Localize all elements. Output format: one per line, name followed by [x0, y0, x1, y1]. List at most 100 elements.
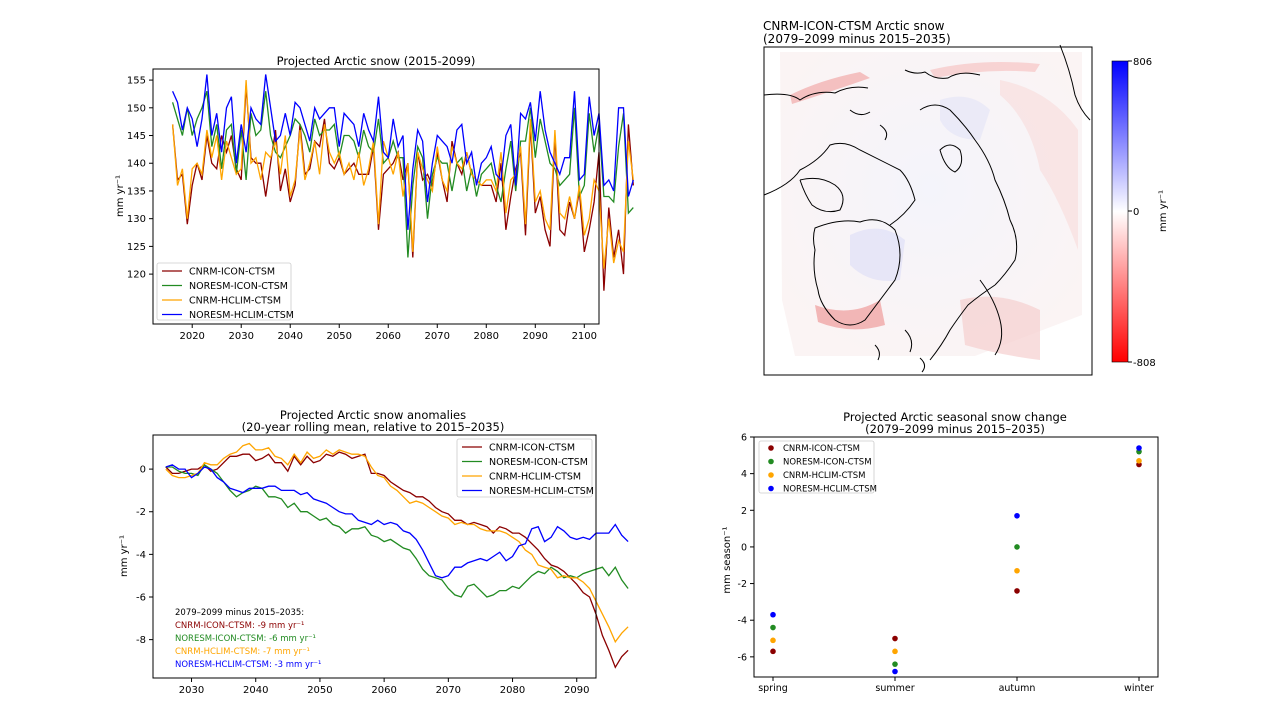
- y-tick-label: -4: [136, 550, 146, 561]
- chart-snow-anomalies: Projected Arctic snow anomalies (20-year…: [119, 408, 629, 696]
- chart-snow-map: CNRM-ICON-CTSM Arctic snow (2079–2099 mi…: [763, 19, 1169, 376]
- y-tick-label: 140: [127, 159, 146, 170]
- chart-title: Projected Arctic snow anomalies: [280, 408, 466, 422]
- data-point-noresm-hclim-ctsm: [1014, 512, 1020, 519]
- y-tick-label: 130: [127, 214, 146, 225]
- legend-label: CNRM-HCLIM-CTSM: [783, 471, 865, 481]
- x-tick-label: spring: [758, 683, 788, 694]
- plot-frame: [753, 436, 1159, 678]
- chart-subtitle: (2079–2099 minus 2015–2035): [865, 422, 1045, 436]
- x-tick-label: 2100: [572, 331, 597, 342]
- data-point-cnrm-hclim-ctsm: [1136, 458, 1142, 464]
- chart-subtitle: (20-year rolling mean, relative to 2015–…: [242, 420, 505, 434]
- data-point-noresm-icon-ctsm: [1014, 544, 1020, 550]
- x-tick-label: summer: [875, 683, 914, 694]
- legend-label: CNRM-HCLIM-CTSM: [189, 296, 281, 307]
- data-point-noresm-icon-ctsm: [892, 661, 898, 667]
- data-point-cnrm-hclim-ctsm: [770, 637, 776, 644]
- annotation-text: NORESM-ICON-CTSM: -6 mm yr⁻¹: [175, 634, 316, 644]
- plot-frame: [152, 68, 600, 325]
- y-tick-label: 2: [741, 506, 747, 517]
- red-region: [960, 296, 1040, 360]
- legend: CNRM-ICON-CTSM NORESM-ICON-CTSM CNRM-HCLIM…: [456, 438, 594, 498]
- data-point-cnrm-icon-ctsm: [770, 648, 776, 655]
- map-area: [763, 44, 1093, 376]
- legend-label: CNRM-ICON-CTSM: [489, 443, 575, 454]
- y-tick-label: 6: [741, 433, 747, 444]
- annotation-text: CNRM-ICON-CTSM: -9 mm yr⁻¹: [175, 621, 304, 631]
- x-tick-label: autumn: [999, 683, 1036, 694]
- y-tick-label: -6: [738, 652, 747, 663]
- data-point-noresm-hclim-ctsm: [892, 668, 898, 675]
- y-tick-label: 155: [127, 76, 146, 87]
- data-point-noresm-hclim-ctsm: [770, 611, 776, 618]
- y-tick-label: 4: [741, 469, 747, 480]
- y-tick-label: 125: [127, 242, 146, 253]
- blue-region: [940, 96, 990, 140]
- x-tick-label: 2080: [500, 685, 525, 696]
- x-tick-label: 2030: [228, 331, 253, 342]
- y-tick-label: 0: [741, 542, 747, 553]
- x-tick-label: 2060: [371, 685, 396, 696]
- series-line-noresm-hclim-ctsm: [165, 464, 629, 579]
- legend-label: NORESM-ICON-CTSM: [189, 281, 288, 292]
- x-tick-label: 2040: [243, 685, 268, 696]
- y-axis-label: mm season⁻¹: [722, 526, 733, 593]
- legend-swatch: [768, 472, 774, 478]
- x-tick-label: winter: [1124, 683, 1154, 694]
- annotation-text: 2079–2099 minus 2015–2035:: [175, 608, 304, 618]
- series-line-cnrm-icon-ctsm: [165, 451, 629, 669]
- legend-label: CNRM-HCLIM-CTSM: [489, 472, 581, 483]
- data-point-cnrm-hclim-ctsm: [1014, 567, 1020, 574]
- annotation-text: CNRM-HCLIM-CTSM: -7 mm yr⁻¹: [175, 647, 310, 657]
- red-region: [790, 72, 870, 104]
- chart-title: Projected Arctic seasonal snow change: [843, 410, 1067, 424]
- data-point-cnrm-hclim-ctsm: [892, 648, 898, 655]
- x-tick-label: 2050: [327, 331, 352, 342]
- y-tick-label: 120: [127, 270, 146, 281]
- series-line-cnrm-hclim-ctsm: [171, 80, 634, 269]
- legend-label: NORESM-HCLIM-CTSM: [489, 486, 594, 497]
- data-point-noresm-hclim-ctsm: [1136, 445, 1142, 451]
- legend-label: NORESM-ICON-CTSM: [783, 458, 872, 468]
- coastlines: [763, 44, 1091, 373]
- colorbar: 806 0 -808 mm yr⁻¹: [1111, 57, 1169, 369]
- series-line-cnrm-hclim-ctsm: [165, 442, 629, 644]
- colorbar-label: mm yr⁻¹: [1158, 190, 1169, 232]
- y-tick-label: -4: [738, 616, 747, 627]
- y-axis-label: mm yr⁻¹: [115, 175, 126, 217]
- legend: CNRM-ICON-CTSM NORESM-ICON-CTSM CNRM-HCLIM…: [156, 262, 294, 321]
- colorbar-tick-zero: 0: [1133, 207, 1139, 218]
- x-tick-label: 2030: [179, 685, 204, 696]
- x-tick-label: 2020: [179, 331, 204, 342]
- y-tick-label: -6: [136, 593, 146, 604]
- colorbar-tick-min: -808: [1133, 358, 1156, 369]
- data-domain: [780, 52, 1082, 356]
- x-tick-label: 2080: [474, 331, 499, 342]
- legend-label: NORESM-ICON-CTSM: [489, 457, 588, 468]
- chart-annual-snow: Projected Arctic snow (2015-2099) mm yr⁻…: [115, 54, 634, 342]
- x-tick-label: 2090: [564, 685, 589, 696]
- legend-label: CNRM-ICON-CTSM: [783, 444, 860, 454]
- series-line-noresm-hclim-ctsm: [172, 74, 634, 230]
- legend-swatch: [768, 445, 774, 451]
- x-tick-label: 2060: [376, 331, 401, 342]
- legend-label: NORESM-HCLIM-CTSM: [189, 310, 294, 321]
- data-point-noresm-icon-ctsm: [770, 624, 776, 631]
- legend-swatch: [768, 485, 774, 492]
- data-point-cnrm-icon-ctsm: [1014, 588, 1020, 594]
- legend-label: NORESM-HCLIM-CTSM: [783, 485, 877, 495]
- y-tick-label: -2: [738, 579, 747, 590]
- x-tick-label: 2070: [436, 685, 461, 696]
- x-tick-label: 2070: [425, 331, 450, 342]
- annotation-text: NORESM-HCLIM-CTSM: -3 mm yr⁻¹: [175, 660, 321, 670]
- x-tick-label: 2040: [278, 331, 303, 342]
- plot-frame: [152, 434, 597, 679]
- y-axis-label: mm yr⁻¹: [119, 535, 130, 577]
- colorbar-tick-max: 806: [1133, 57, 1152, 68]
- y-tick-label: 135: [127, 186, 146, 197]
- blue-region: [850, 228, 905, 281]
- map-title: CNRM-ICON-CTSM Arctic snow: [763, 19, 945, 33]
- x-tick-label: 2050: [307, 685, 332, 696]
